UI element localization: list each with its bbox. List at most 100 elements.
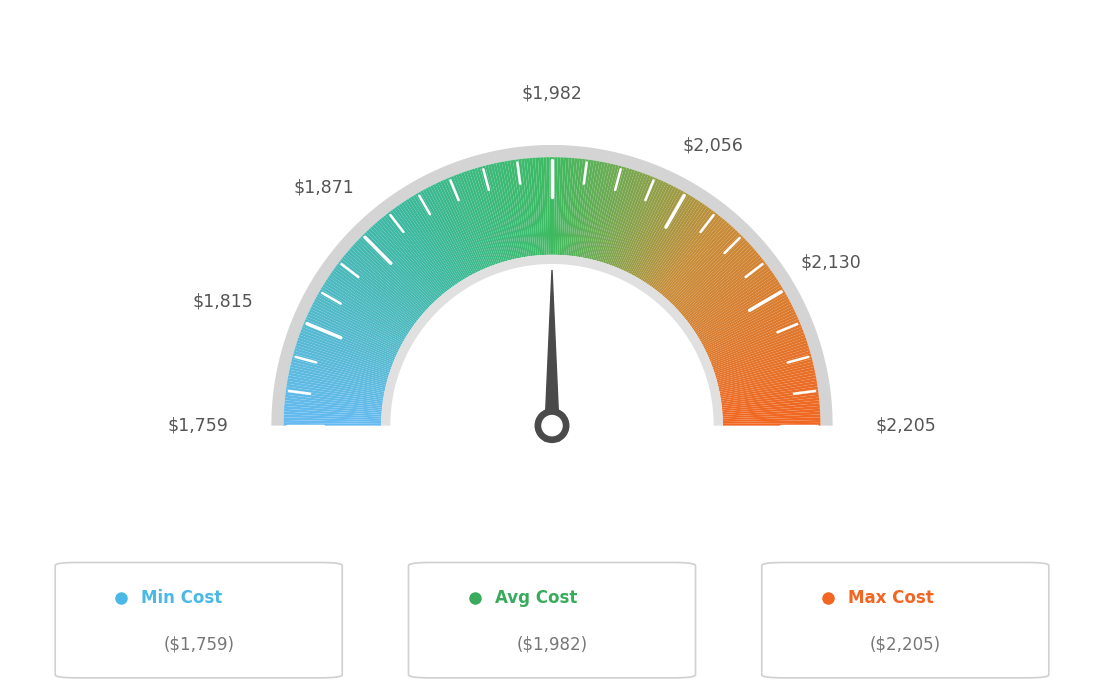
Polygon shape <box>396 205 455 286</box>
Polygon shape <box>719 364 814 388</box>
Polygon shape <box>486 165 511 260</box>
Polygon shape <box>499 162 520 258</box>
Polygon shape <box>357 240 428 308</box>
Polygon shape <box>702 296 788 345</box>
Polygon shape <box>541 157 546 255</box>
Polygon shape <box>304 322 394 361</box>
Polygon shape <box>704 304 793 350</box>
Polygon shape <box>640 196 693 280</box>
Polygon shape <box>385 213 447 292</box>
Polygon shape <box>290 362 386 386</box>
Polygon shape <box>443 179 485 270</box>
Polygon shape <box>351 246 425 313</box>
Polygon shape <box>317 294 403 344</box>
Polygon shape <box>284 411 381 418</box>
Text: $2,056: $2,056 <box>682 136 743 154</box>
Text: $2,130: $2,130 <box>800 254 861 272</box>
Polygon shape <box>527 158 538 255</box>
Polygon shape <box>670 232 740 304</box>
Polygon shape <box>390 210 450 290</box>
Polygon shape <box>590 164 614 259</box>
Polygon shape <box>328 275 411 331</box>
Polygon shape <box>376 221 442 296</box>
Polygon shape <box>665 224 732 299</box>
Polygon shape <box>284 423 381 426</box>
Polygon shape <box>272 145 832 426</box>
Polygon shape <box>466 170 499 264</box>
Polygon shape <box>349 248 424 314</box>
Polygon shape <box>715 345 809 376</box>
Polygon shape <box>718 362 814 386</box>
Polygon shape <box>488 164 513 259</box>
Polygon shape <box>584 162 605 258</box>
Polygon shape <box>288 375 384 395</box>
Polygon shape <box>299 332 392 368</box>
Polygon shape <box>716 353 811 382</box>
Circle shape <box>542 415 562 435</box>
Polygon shape <box>284 406 382 415</box>
Polygon shape <box>623 181 667 271</box>
Polygon shape <box>587 163 611 259</box>
Polygon shape <box>686 259 764 321</box>
Polygon shape <box>284 420 381 424</box>
Polygon shape <box>399 204 456 286</box>
Polygon shape <box>507 161 526 257</box>
Polygon shape <box>572 159 585 256</box>
Polygon shape <box>626 184 671 273</box>
Polygon shape <box>370 226 437 300</box>
Polygon shape <box>340 259 418 321</box>
Polygon shape <box>360 236 432 306</box>
Polygon shape <box>321 286 406 339</box>
Polygon shape <box>296 343 390 375</box>
Polygon shape <box>477 167 506 262</box>
Polygon shape <box>367 230 435 302</box>
Polygon shape <box>577 160 594 257</box>
Polygon shape <box>659 217 723 294</box>
Polygon shape <box>316 296 402 345</box>
Polygon shape <box>305 319 395 359</box>
Polygon shape <box>311 304 400 350</box>
Polygon shape <box>295 345 389 376</box>
Polygon shape <box>413 195 465 279</box>
Polygon shape <box>285 395 382 408</box>
Polygon shape <box>408 197 461 282</box>
Polygon shape <box>427 186 475 274</box>
FancyBboxPatch shape <box>55 562 342 678</box>
Polygon shape <box>644 199 698 282</box>
Polygon shape <box>631 188 679 275</box>
Polygon shape <box>701 294 787 344</box>
Polygon shape <box>318 291 404 342</box>
Polygon shape <box>284 415 381 420</box>
Polygon shape <box>394 207 453 288</box>
Polygon shape <box>289 370 385 392</box>
Polygon shape <box>716 356 813 383</box>
Polygon shape <box>714 340 807 373</box>
Polygon shape <box>654 210 714 290</box>
Polygon shape <box>456 174 492 266</box>
Polygon shape <box>711 327 803 364</box>
Polygon shape <box>475 168 505 262</box>
Polygon shape <box>286 389 383 404</box>
Polygon shape <box>381 217 445 294</box>
Polygon shape <box>645 201 701 284</box>
Polygon shape <box>698 284 782 337</box>
Polygon shape <box>643 197 696 282</box>
Polygon shape <box>480 166 508 261</box>
Polygon shape <box>628 185 673 273</box>
Polygon shape <box>555 157 561 255</box>
Polygon shape <box>668 228 735 301</box>
Polygon shape <box>293 353 388 382</box>
Polygon shape <box>612 174 648 266</box>
Polygon shape <box>552 157 555 255</box>
Polygon shape <box>352 244 426 311</box>
Polygon shape <box>307 314 396 356</box>
Polygon shape <box>722 392 819 406</box>
Polygon shape <box>723 411 820 418</box>
Polygon shape <box>532 158 541 255</box>
Polygon shape <box>722 400 819 411</box>
Polygon shape <box>372 224 439 299</box>
Polygon shape <box>586 162 608 259</box>
Polygon shape <box>581 161 599 257</box>
Polygon shape <box>615 176 654 268</box>
Polygon shape <box>716 351 810 380</box>
